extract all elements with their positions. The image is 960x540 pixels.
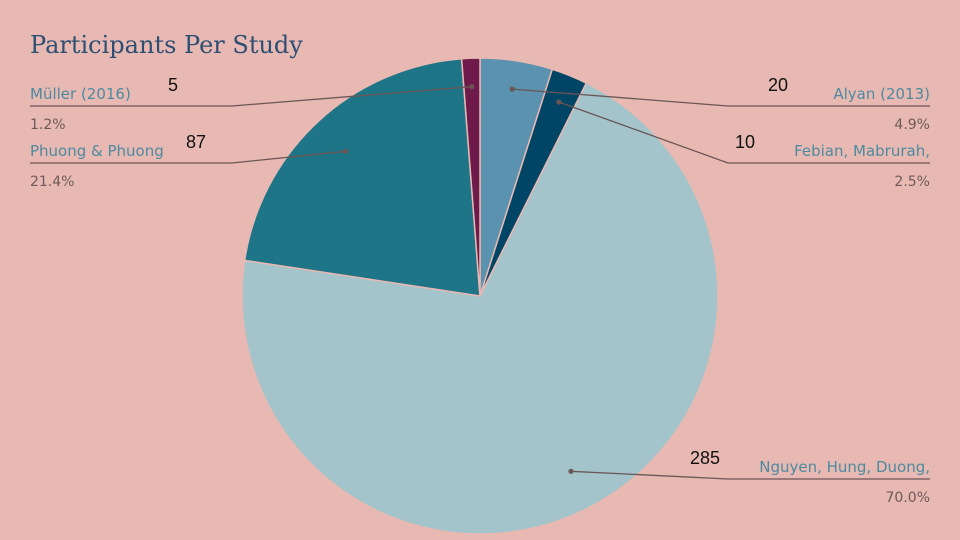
slice-label: Nguyen, Hung, Duong, (759, 458, 930, 476)
slice-label: Phuong & Phuong (30, 142, 164, 160)
slice-value: 285 (690, 448, 720, 468)
slice-label: Alyan (2013) (833, 85, 930, 103)
pie-slices (241, 57, 719, 535)
chart-title: Participants Per Study (30, 31, 303, 59)
leader-line (512, 88, 930, 107)
leader-line (558, 101, 930, 164)
pie-slice (460, 57, 481, 297)
slice-labels: Alyan (2013) 4.9% 20 Febian, Mabrurah, 2.5% 1… (30, 75, 930, 506)
pie-slice (241, 82, 719, 535)
slice-percent: 70.0% (886, 490, 930, 506)
pie-slice (243, 57, 481, 297)
slice-value: 5 (168, 75, 178, 95)
slice-percent: 2.5% (894, 174, 930, 190)
leader-line (570, 470, 930, 480)
slice-value: 20 (768, 75, 788, 95)
slice-label: Febian, Mabrurah, (794, 142, 930, 160)
slice-value: 87 (186, 132, 206, 152)
slice-value: 10 (735, 132, 755, 152)
leader-line (30, 86, 472, 107)
slice-percent: 1.2% (30, 117, 66, 133)
leader-dot (342, 148, 349, 154)
slice-percent: 21.4% (30, 174, 74, 190)
slice-label: Müller (2016) (30, 85, 131, 103)
slice-percent: 4.9% (894, 117, 930, 133)
leader-line (30, 150, 346, 164)
